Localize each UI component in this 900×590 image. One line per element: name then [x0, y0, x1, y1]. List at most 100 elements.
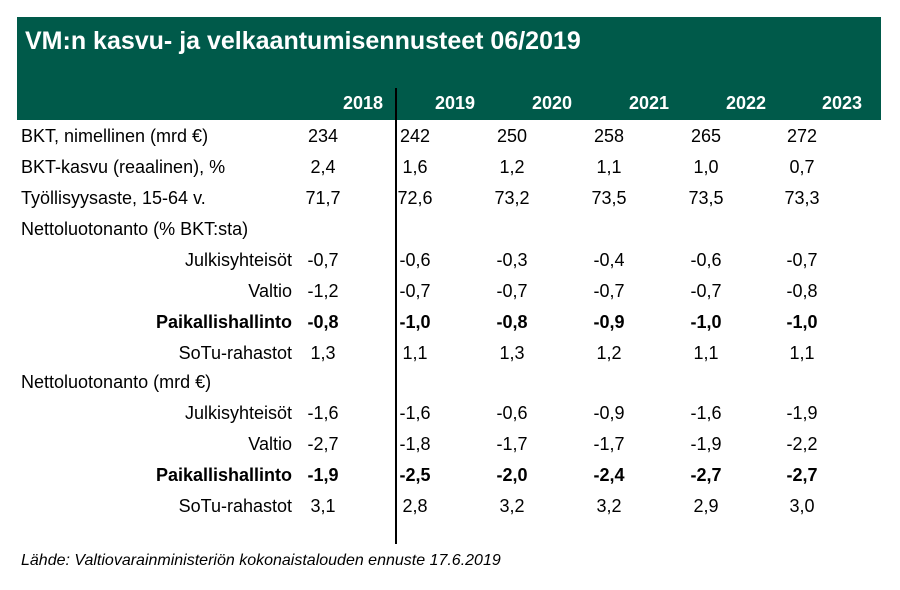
table-cell: 3,1: [310, 496, 336, 516]
table-cell: -0,6: [496, 403, 528, 423]
table-cell: -2,7: [690, 465, 722, 485]
table-cell: 1,0: [693, 157, 719, 177]
table-cell: -2,0: [496, 465, 528, 485]
source-note: Lähde: Valtiovarainministeriön kokonaist…: [21, 552, 501, 569]
year-header-2020: 2020: [531, 93, 573, 113]
table-cell: -0,8: [786, 281, 818, 301]
table-row: BKT-kasvu (reaalinen), % 2,4 1,6 1,2 1,1 1,0 0…: [0, 152, 900, 183]
year-header-2023: 2023: [821, 93, 863, 113]
table-cell: -2,7: [786, 465, 818, 485]
table-cell: -1,0: [690, 312, 722, 332]
table-row: BKT, nimellinen (mrd €) 234 242 250 258 265 27…: [0, 121, 900, 152]
table-cell: -2,7: [307, 434, 339, 454]
table-cell: 250: [496, 126, 528, 146]
row-label: Valtio: [248, 434, 292, 454]
table-cell: -0,9: [593, 312, 625, 332]
table-cell: 1,1: [789, 343, 815, 363]
table-row: Valtio -2,7 -1,8 -1,7 -1,7 -1,9 -2,2: [0, 429, 900, 460]
row-label: Valtio: [248, 281, 292, 301]
table-cell: 73,3: [784, 188, 820, 208]
year-header-2021: 2021: [628, 93, 670, 113]
table-cell: 2,9: [693, 496, 719, 516]
table-cell: 2,8: [402, 496, 428, 516]
table-cell: -1,0: [786, 312, 818, 332]
table-row: SoTu-rahastot 1,3 1,1 1,3 1,2 1,1 1,1: [0, 338, 900, 369]
table-cell: -2,4: [593, 465, 625, 485]
table-cell: 3,0: [789, 496, 815, 516]
table-cell: -1,9: [786, 403, 818, 423]
table-cell: 2,4: [310, 157, 336, 177]
table-row: Nettoluotonanto (mrd €): [0, 367, 900, 398]
table-header: VM:n kasvu- ja velkaantumisennusteet 06/…: [17, 17, 881, 120]
row-label: Työllisyysaste, 15-64 v.: [21, 188, 206, 208]
table-cell: 1,1: [693, 343, 719, 363]
table-cell: 73,5: [591, 188, 627, 208]
table-row: Nettoluotonanto (% BKT:sta): [0, 214, 900, 245]
table-row: Julkisyhteisöt -1,6 -1,6 -0,6 -0,9 -1,6 -1,9: [0, 398, 900, 429]
row-label: Julkisyhteisöt: [184, 403, 292, 423]
table-cell: 3,2: [499, 496, 525, 516]
table-cell: 1,3: [310, 343, 336, 363]
row-label: Paikallishallinto: [155, 465, 292, 485]
row-label: SoTu-rahastot: [178, 343, 292, 363]
table-cell: -1,9: [307, 465, 339, 485]
table-cell: 1,2: [499, 157, 525, 177]
table-cell: 72,6: [397, 188, 433, 208]
table-cell: 265: [690, 126, 722, 146]
year-header-2019: 2019: [434, 93, 476, 113]
row-label: Nettoluotonanto (mrd €): [21, 372, 212, 392]
table-cell: -0,4: [593, 250, 625, 270]
table-row: SoTu-rahastot 3,1 2,8 3,2 3,2 2,9 3,0: [0, 491, 900, 522]
table-cell: -1,9: [690, 434, 722, 454]
table-cell: -0,7: [307, 250, 339, 270]
table-row: Paikallishallinto -1,9 -2,5 -2,0 -2,4 -2,7 -2,…: [0, 460, 900, 491]
row-label: Nettoluotonanto (% BKT:sta): [21, 219, 249, 239]
table-cell: 1,3: [499, 343, 525, 363]
column-divider: [395, 88, 397, 544]
table-cell: 1,1: [402, 343, 428, 363]
year-header-2022: 2022: [725, 93, 767, 113]
table-cell: -0,8: [307, 312, 339, 332]
table-cell: 272: [786, 126, 818, 146]
table-cell: 1,2: [596, 343, 622, 363]
table-cell: -1,6: [690, 403, 722, 423]
table-cell: -1,2: [307, 281, 339, 301]
table-cell: -2,5: [399, 465, 431, 485]
table-cell: -0,6: [399, 250, 431, 270]
table-cell: 73,2: [494, 188, 530, 208]
table-cell: -2,2: [786, 434, 818, 454]
table-cell: -0,7: [399, 281, 431, 301]
table-cell: 3,2: [596, 496, 622, 516]
table-cell: -1,6: [307, 403, 339, 423]
table-cell: -1,6: [399, 403, 431, 423]
row-label: BKT, nimellinen (mrd €): [21, 126, 209, 146]
page-title: VM:n kasvu- ja velkaantumisennusteet 06/…: [25, 27, 581, 55]
table-row: Paikallishallinto -0,8 -1,0 -0,8 -0,9 -1,0 -1,…: [0, 307, 900, 338]
table-cell: 71,7: [305, 188, 341, 208]
table-cell: 1,1: [596, 157, 622, 177]
row-label: SoTu-rahastot: [178, 496, 292, 516]
table-cell: -0,7: [593, 281, 625, 301]
table-cell: -0,6: [690, 250, 722, 270]
table-cell: -0,3: [496, 250, 528, 270]
table-cell: -1,0: [399, 312, 431, 332]
table-cell: -1,8: [399, 434, 431, 454]
table-cell: 242: [399, 126, 431, 146]
table-cell: 0,7: [789, 157, 815, 177]
table-cell: -0,8: [496, 312, 528, 332]
table-cell: -0,7: [496, 281, 528, 301]
table-row: Julkisyhteisöt -0,7 -0,6 -0,3 -0,4 -0,6 -0,7: [0, 245, 900, 276]
table-cell: 73,5: [688, 188, 724, 208]
row-label: Julkisyhteisöt: [184, 250, 292, 270]
table-cell: -1,7: [496, 434, 528, 454]
table-cell: -1,7: [593, 434, 625, 454]
year-header-2018: 2018: [342, 93, 384, 113]
table-cell: -0,7: [786, 250, 818, 270]
table-cell: -0,9: [593, 403, 625, 423]
row-label: Paikallishallinto: [155, 312, 292, 332]
row-label: BKT-kasvu (reaalinen), %: [21, 157, 226, 177]
table-row: Työllisyysaste, 15-64 v. 71,7 72,6 73,2 73,5…: [0, 183, 900, 214]
table-cell: -0,7: [690, 281, 722, 301]
table-cell: 258: [593, 126, 625, 146]
table-row: Valtio -1,2 -0,7 -0,7 -0,7 -0,7 -0,8: [0, 276, 900, 307]
